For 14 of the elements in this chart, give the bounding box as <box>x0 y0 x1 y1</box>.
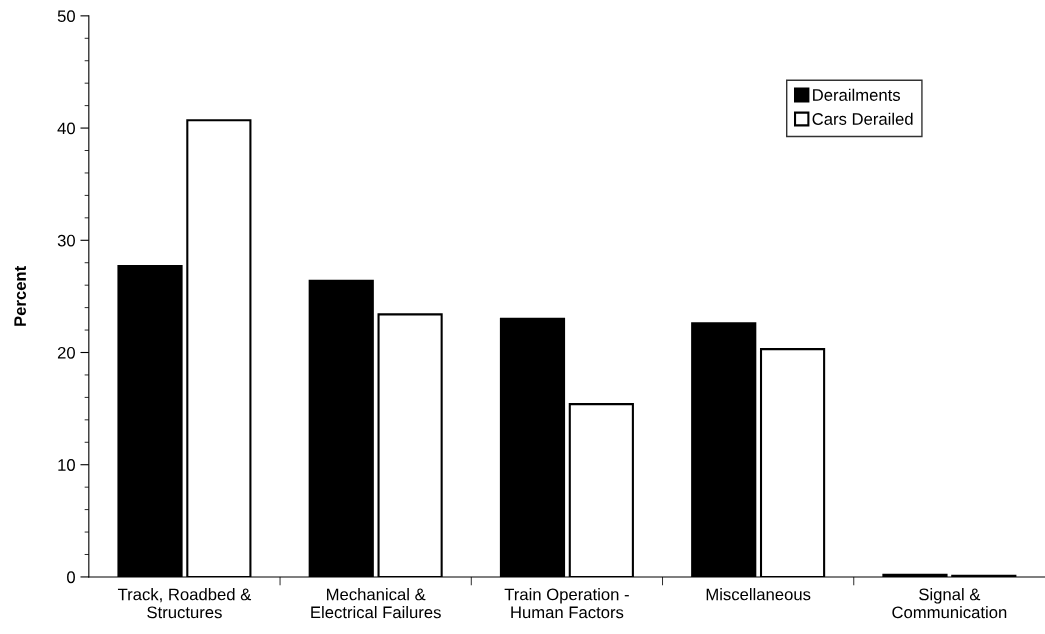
legend-label: Cars Derailed <box>812 112 913 125</box>
y-tick-label: 30 <box>57 234 75 247</box>
y-tick-label: 10 <box>58 459 75 471</box>
x-tick-label: Track, Roadbed & Structures <box>117 588 252 619</box>
y-tick-label: 20 <box>57 346 75 359</box>
x-tick-label: Mechanical & Electrical Failures <box>311 588 441 619</box>
y-axis-title: Percent <box>14 266 27 326</box>
x-tick-label: Train Operation - Human Factors <box>504 588 629 619</box>
x-tick-label: Miscellaneous <box>706 588 811 601</box>
legend-label: Derailments <box>813 88 901 101</box>
y-tick-label: 50 <box>57 10 75 23</box>
y-tick-label: 40 <box>57 122 75 135</box>
y-tick-label: 0 <box>67 571 75 584</box>
x-tick-label: Signal & Communication <box>892 588 1007 619</box>
